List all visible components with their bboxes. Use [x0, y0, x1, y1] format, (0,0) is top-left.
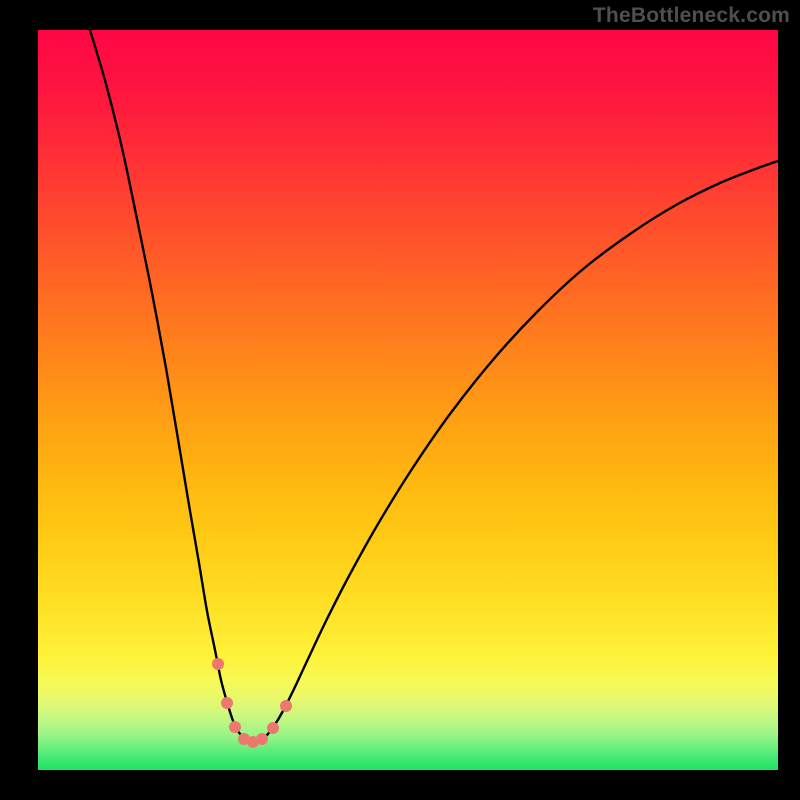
curve-marker	[267, 722, 279, 734]
curve-marker	[229, 721, 241, 733]
curve-marker	[221, 697, 233, 709]
curve-marker	[212, 658, 224, 670]
curve-marker	[280, 700, 292, 712]
curve-marker	[256, 733, 268, 745]
plot-background	[38, 30, 778, 770]
chart-canvas: { "watermark": { "text": "TheBottleneck.…	[0, 0, 800, 800]
chart-svg	[0, 0, 800, 800]
watermark-text: TheBottleneck.com	[593, 4, 790, 28]
